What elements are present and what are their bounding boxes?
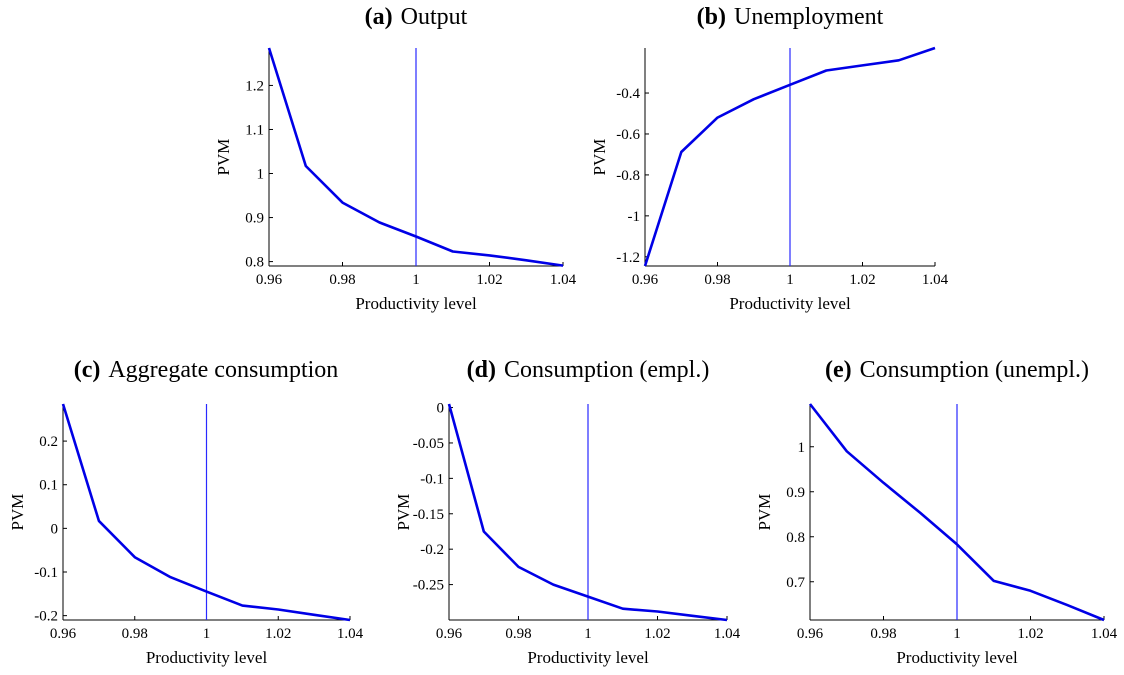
chart-1-series-line [643,46,936,267]
chart-4-title: (e) Consumption (unempl.) [825,357,1089,383]
chart-2-x-tick-label: 1 [203,626,211,642]
chart-4-x-tick-label: 1.02 [1017,626,1043,642]
chart-4-title-text: Consumption (unempl.) [860,357,1089,383]
chart-1-y-tick-label: -1 [628,209,641,225]
chart-0-title: (a) Output [365,4,468,30]
chart-3-x-tick-label: 1 [584,626,592,642]
chart-3-series-line [447,403,728,622]
chart-4-panel-letter: (e) [825,357,852,383]
chart-2-title: (c) Aggregate consumption [74,357,339,383]
chart-4-panel: (e) Consumption (unempl.) 0.96 0.98 1 1.02 1.0… [755,357,1118,667]
chart-2-panel-letter: (c) [74,357,101,383]
chart-4-y-axis-label: PVM [755,494,774,531]
chart-0-series-line [267,47,564,267]
chart-1-x-tick-label: 0.96 [632,272,659,288]
chart-0-x-axis-label: Productivity level [355,294,477,313]
chart-3-y-tick-label: -0.05 [413,436,444,452]
chart-0-panel: (a) Output 0.96 0.98 1 1.02 1.04 0.8 0.9 1 1.1 1.2 P… [214,4,577,313]
chart-3-x-tick-label: 0.96 [436,626,463,642]
chart-1-title: (b) Unemployment [697,4,884,30]
chart-1-panel-letter: (b) [697,4,726,30]
chart-2-x-tick-label: 1.02 [265,626,291,642]
chart-0-x-tick-label: 1.02 [476,272,502,288]
chart-3-title-text: Consumption (empl.) [504,357,709,383]
chart-2-x-tick-label: 1.04 [337,626,364,642]
chart-2-x-axis-label: Productivity level [146,648,268,667]
chart-2-y-tick-label: 0.1 [39,478,58,494]
chart-1-x-tick-label: 1.02 [849,272,875,288]
chart-1-x-tick-label: 0.98 [704,272,730,288]
chart-4-y-tick-label: 1 [798,440,806,456]
chart-0-x-tick-label: 1.04 [550,272,577,288]
chart-1-y-tick-label: -0.4 [616,86,640,102]
chart-4-y-tick-label: 0.8 [786,530,805,546]
chart-4-x-tick-label: 1 [953,626,961,642]
chart-0-y-tick-label: 1.2 [245,78,264,94]
chart-0-y-tick-label: 1.1 [245,122,264,138]
chart-3-x-tick-label: 0.98 [505,626,531,642]
chart-0-y-axis-label: PVM [214,139,233,176]
chart-3-title: (d) Consumption (empl.) [467,357,710,383]
chart-0-x-tick-label: 0.98 [329,272,355,288]
chart-4-x-tick-label: 0.98 [870,626,896,642]
chart-3-y-axis-label: PVM [394,494,413,531]
chart-3-panel-letter: (d) [467,357,496,383]
chart-4-y-tick-label: 0.7 [786,575,805,591]
chart-3-x-tick-label: 1.02 [644,626,670,642]
chart-1-panel: (b) Unemployment 0.96 0.98 1 1.02 1.04 -1.2 -1 -0… [590,4,949,313]
chart-0-panel-letter: (a) [365,4,393,30]
chart-1-title-text: Unemployment [734,4,884,30]
chart-3-x-axis-label: Productivity level [527,648,649,667]
chart-0-y-tick-label: 0.8 [245,255,264,271]
chart-0-x-tick-label: 1 [412,272,420,288]
chart-3-panel: (d) Consumption (empl.) 0.96 0.98 1 1.02 1.04 -… [394,357,741,667]
chart-2-x-tick-label: 0.98 [122,626,148,642]
chart-3-y-tick-label: -0.15 [413,507,444,523]
chart-0-title-text: Output [401,4,468,30]
chart-1-y-tick-label: -0.6 [616,127,640,143]
chart-3-y-tick-label: -0.25 [413,578,444,594]
chart-0-y-tick-label: 0.9 [245,211,264,227]
chart-3-y-tick-label: 0 [437,401,445,417]
chart-2-y-tick-label: -0.1 [34,565,58,581]
chart-4-series-line [808,403,1105,622]
chart-3-x-tick-label: 1.04 [714,626,741,642]
chart-1-x-tick-label: 1.04 [922,272,949,288]
chart-1-y-tick-label: -0.8 [616,168,640,184]
chart-4-x-tick-label: 1.04 [1091,626,1118,642]
chart-2-y-tick-label: -0.2 [34,609,58,625]
chart-2-y-tick-label: 0 [51,521,59,537]
chart-0-x-tick-label: 0.96 [256,272,283,288]
chart-2-title-text: Aggregate consumption [108,357,338,383]
chart-1-x-axis-label: Productivity level [729,294,851,313]
chart-4-x-axis-label: Productivity level [896,648,1018,667]
chart-2-series-line [61,403,351,622]
chart-3-y-tick-label: -0.2 [420,542,444,558]
chart-4-y-tick-label: 0.9 [786,485,805,501]
chart-0-y-tick-label: 1 [257,167,265,183]
chart-2-panel: (c) Aggregate consumption 0.96 0.98 1 1.02 1.0… [8,357,364,667]
chart-4-x-tick-label: 0.96 [797,626,824,642]
chart-1-x-tick-label: 1 [786,272,794,288]
chart-3-y-tick-label: -0.1 [420,471,444,487]
chart-1-y-tick-label: -1.2 [616,250,640,266]
chart-2-y-tick-label: 0.2 [39,434,58,450]
chart-2-x-tick-label: 0.96 [50,626,77,642]
chart-2-y-axis-label: PVM [8,494,27,531]
chart-1-y-axis-label: PVM [590,139,609,176]
